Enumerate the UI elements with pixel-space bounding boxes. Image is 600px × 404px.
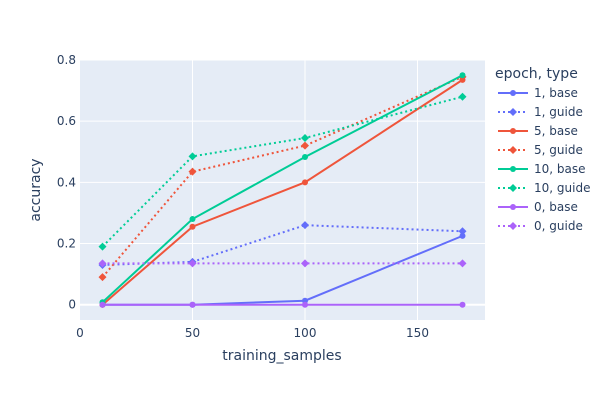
data-point [302,301,308,308]
legend-marker [509,184,517,192]
data-point [189,223,196,230]
data-point [458,92,467,101]
legend-label: 1, guide [534,105,583,119]
legend-item[interactable]: 5, base [498,124,578,138]
x-tick-label: 150 [406,326,429,340]
series-10-guide [98,92,467,251]
data-point [99,301,106,308]
legend-label: 5, guide [534,143,583,157]
data-point [302,179,308,186]
y-tick-label: 0.2 [57,237,76,251]
series-line [101,74,463,303]
legend-item[interactable]: 5, guide [498,143,583,157]
legend-item[interactable]: 1, guide [498,105,583,119]
series-0-base [99,301,466,308]
legend-marker [509,146,517,154]
series-0-guide [98,259,467,268]
y-tick-labels: 0 0.2 0.4 0.6 0.8 [57,53,76,312]
data-point [98,259,107,268]
data-point [98,273,107,282]
legend-label: 0, base [534,200,578,214]
data-point [98,242,107,251]
legend-item[interactable]: 1, base [498,86,578,100]
y-tick-label: 0.4 [57,175,76,189]
data-point [189,301,196,308]
legend-title: epoch, type [495,66,578,82]
data-point [301,259,309,268]
x-tick-label: 50 [185,326,200,340]
data-point [459,232,466,239]
series-line [101,75,463,278]
data-point [302,153,308,160]
legend-label: 0, guide [534,219,583,233]
data-point [458,259,467,268]
legend-marker [510,166,516,172]
data-point [188,259,197,268]
legend-label: 10, base [534,162,586,176]
x-tick-label: 100 [294,326,317,340]
x-tick-labels: 0 50 100 150 [76,326,429,340]
legend-label: 10, guide [534,181,590,195]
legend-item[interactable]: 0, base [498,200,578,214]
legend-marker [510,90,516,96]
data-point [459,72,466,79]
legend-marker [509,222,517,230]
y-tick-label: 0.8 [57,53,76,67]
series-line [101,79,464,306]
y-tick-label: 0 [68,298,76,312]
data-point [301,221,309,230]
data-point [188,167,197,176]
y-axis-title: accuracy [28,158,44,221]
plot-background [80,60,485,320]
legend-label: 1, base [534,86,578,100]
legend[interactable]: epoch, type 1, base 1, guide 5, base 5, gui… [495,66,590,233]
data-point [188,152,197,161]
legend-item[interactable]: 0, guide [498,219,583,233]
x-axis-title: training_samples [222,348,341,364]
legend-marker [509,108,517,116]
x-tick-label: 0 [76,326,84,340]
data-point [459,301,466,308]
data-point [301,141,309,150]
data-point [189,216,196,223]
legend-item[interactable]: 10, guide [498,181,590,195]
y-tick-label: 0.6 [57,114,76,128]
legend-item[interactable]: 10, base [498,162,586,176]
legend-marker [510,128,516,134]
legend-label: 5, base [534,124,578,138]
data-point [458,227,467,236]
data-point [301,134,309,142]
legend-marker [510,204,516,210]
series-group [98,72,467,308]
